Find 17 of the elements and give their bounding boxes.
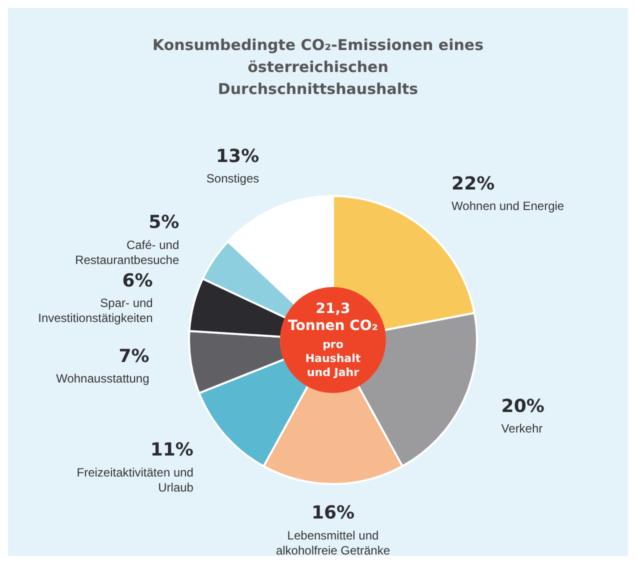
data-label: 13% <box>216 146 260 167</box>
data-label: 11% <box>150 440 194 461</box>
data-label: 16% <box>311 502 355 524</box>
slice-label: Café- und Restaurantbesuche <box>75 238 180 267</box>
slice-label: Sonstiges <box>206 172 260 186</box>
slice-label: Lebensmittel und alkoholfreie Getränke <box>276 528 390 558</box>
data-label: 22% <box>452 173 495 194</box>
chart-title: Konsumbedingte CO₂-Emissionen eines österreichischen Durchschnittshaushalts <box>151 35 485 100</box>
slice-label: Verkehr <box>501 422 543 436</box>
data-label: 7% <box>118 346 150 367</box>
data-label: 20% <box>501 396 544 417</box>
data-label: 5% <box>148 212 180 234</box>
slice-label: Wohnausstattung <box>56 371 150 386</box>
slice-label: Wohnen und Energie <box>452 198 564 213</box>
data-label: 6% <box>122 270 153 292</box>
slice-label: Spar- und Investitionstätigkeiten <box>38 296 153 326</box>
slice-label: Freizeitaktivitäten und Urlaub <box>76 465 194 494</box>
